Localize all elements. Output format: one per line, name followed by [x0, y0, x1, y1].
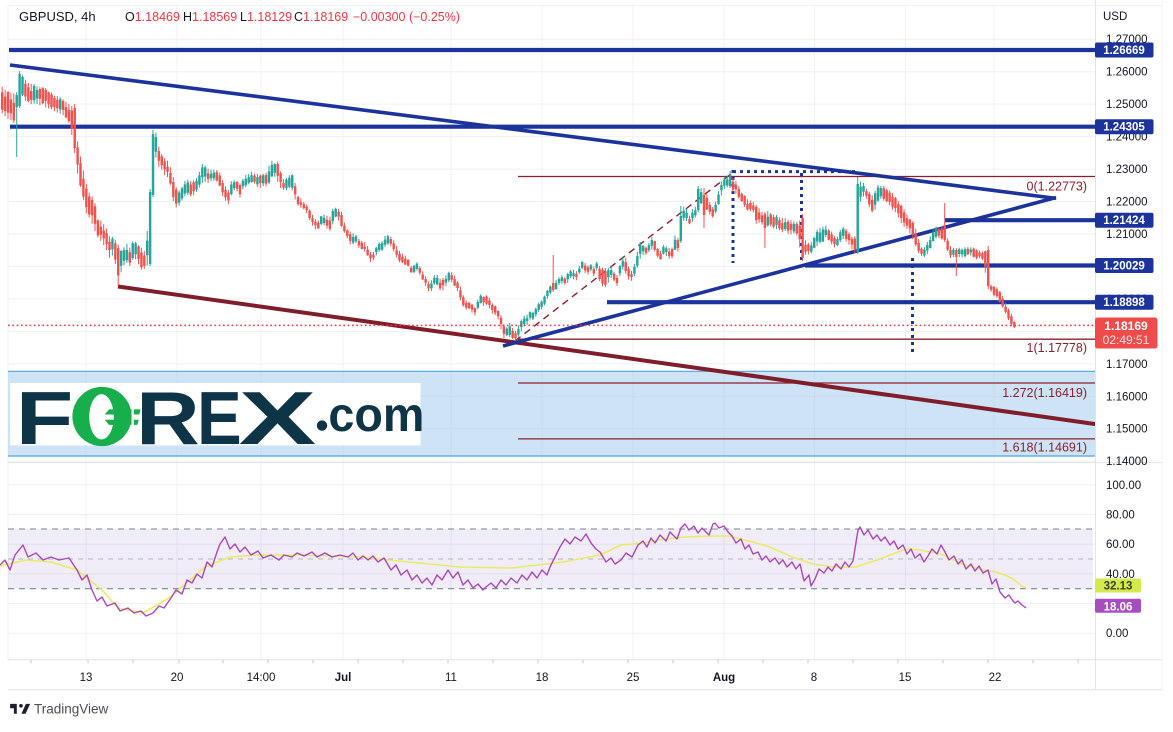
svg-text:20: 20 — [171, 672, 184, 684]
svg-text:13: 13 — [80, 672, 93, 684]
svg-text:11: 11 — [445, 672, 457, 684]
svg-text:1.272(1.16419): 1.272(1.16419) — [1002, 386, 1087, 400]
svg-text:18.06: 18.06 — [1104, 602, 1133, 614]
svg-text:1.15000: 1.15000 — [1106, 424, 1148, 436]
svg-text:1.21000: 1.21000 — [1106, 229, 1148, 241]
svg-text:1.21424: 1.21424 — [1103, 215, 1145, 227]
svg-text:14:00: 14:00 — [247, 672, 276, 684]
svg-text:1(1.17778): 1(1.17778) — [1027, 341, 1087, 355]
svg-text:1.16000: 1.16000 — [1106, 391, 1148, 403]
svg-text:Aug: Aug — [713, 672, 735, 684]
svg-text:1.26000: 1.26000 — [1106, 67, 1148, 79]
svg-text:1.18169: 1.18169 — [1104, 319, 1148, 333]
svg-text:F: F — [16, 377, 74, 461]
svg-text:com: com — [328, 388, 424, 442]
svg-text:−0.00300 (−0.25%): −0.00300 (−0.25%) — [353, 10, 460, 24]
svg-text:X: X — [239, 376, 316, 460]
svg-text:02:49:51: 02:49:51 — [1103, 333, 1150, 347]
svg-text:8: 8 — [811, 672, 817, 684]
svg-text:1.14000: 1.14000 — [1106, 456, 1148, 468]
svg-text:Jul: Jul — [335, 672, 352, 684]
svg-text:18: 18 — [536, 672, 549, 684]
svg-text:R: R — [136, 377, 200, 460]
svg-text:1.17000: 1.17000 — [1106, 359, 1148, 371]
svg-text:80.00: 80.00 — [1106, 510, 1135, 522]
svg-text:60.00: 60.00 — [1106, 539, 1135, 551]
svg-text:1.25000: 1.25000 — [1106, 99, 1148, 111]
svg-text:1.618(1.14691): 1.618(1.14691) — [1002, 441, 1087, 455]
svg-text:1.20029: 1.20029 — [1103, 261, 1145, 273]
svg-text:E: E — [197, 378, 242, 461]
svg-text:C1.18169: C1.18169 — [294, 10, 348, 24]
svg-text:0(1.22773): 0(1.22773) — [1027, 180, 1087, 194]
svg-text:USD: USD — [1103, 11, 1127, 23]
svg-text:O1.18469: O1.18469 — [125, 10, 180, 24]
svg-text:1.18898: 1.18898 — [1103, 297, 1145, 309]
svg-text:100.00: 100.00 — [1106, 480, 1141, 492]
svg-text:32.13: 32.13 — [1104, 581, 1133, 593]
svg-text:TradingView: TradingView — [34, 702, 109, 717]
svg-text:1.23000: 1.23000 — [1106, 164, 1148, 176]
svg-text:22: 22 — [989, 672, 1002, 684]
svg-text:1.26669: 1.26669 — [1103, 45, 1145, 57]
svg-text:15: 15 — [899, 672, 912, 684]
svg-text:H1.18569: H1.18569 — [183, 10, 237, 24]
svg-text:1.22000: 1.22000 — [1106, 197, 1148, 209]
svg-text:L1.18129: L1.18129 — [240, 10, 292, 24]
svg-text:0.00: 0.00 — [1106, 628, 1128, 640]
svg-text:1.24305: 1.24305 — [1103, 122, 1145, 134]
svg-text:GBPUSD, 4h: GBPUSD, 4h — [19, 9, 96, 24]
svg-text:25: 25 — [627, 672, 640, 684]
